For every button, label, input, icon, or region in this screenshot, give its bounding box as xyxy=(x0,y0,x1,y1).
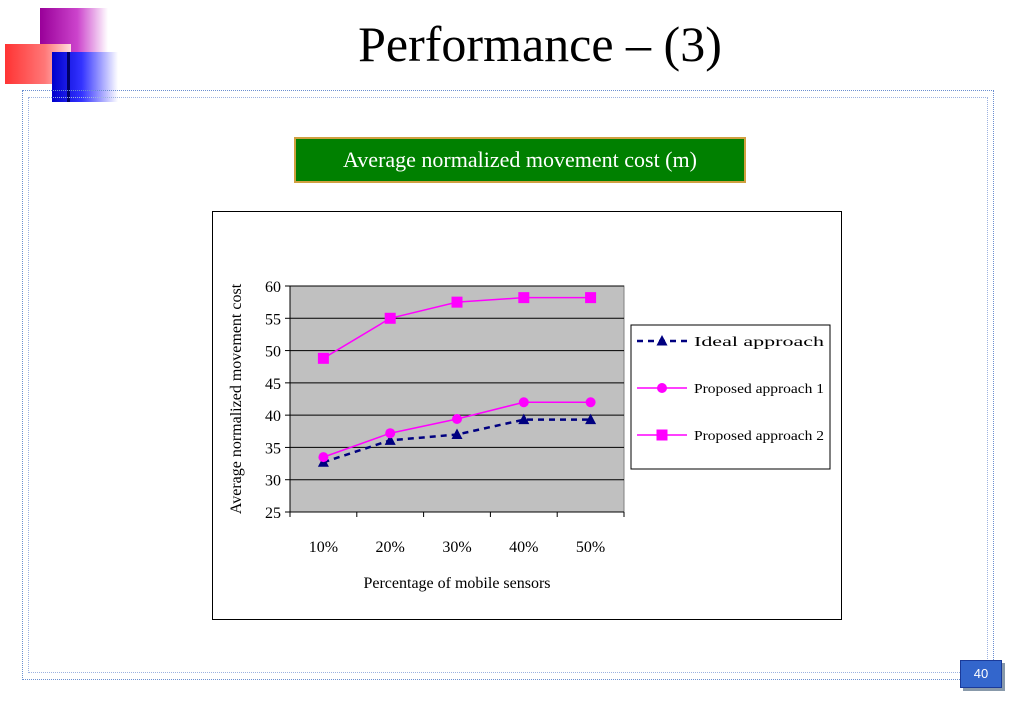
legend-marker-3 xyxy=(656,429,668,441)
legend-marker-2 xyxy=(657,383,667,393)
series-1-point xyxy=(384,434,396,445)
legend-label-2: Proposed approach 1 xyxy=(694,382,824,397)
y-tick-label: 30 xyxy=(265,473,281,490)
slide-title: Performance – (3) xyxy=(358,16,722,72)
series-2-point xyxy=(518,397,529,408)
series-3-point xyxy=(585,292,597,304)
series-3-point xyxy=(317,352,329,364)
x-tick-label: 40% xyxy=(509,539,538,556)
line-chart: 25 30 35 40 45 50 55 60 10% 20% 30% 40% 50% Percentag… xyxy=(228,279,831,592)
series-1-point xyxy=(518,413,530,425)
page-number-badge: 40 xyxy=(960,660,1002,688)
x-tick-label: 20% xyxy=(376,539,405,556)
x-axis-label: Percentage of mobile sensors xyxy=(363,575,550,592)
chart-subtitle: Average normalized movement cost (m) xyxy=(294,137,746,183)
y-tick-label: 25 xyxy=(265,505,281,522)
x-tick-label: 30% xyxy=(442,539,471,556)
series-3-point xyxy=(451,296,463,308)
series-1-point xyxy=(451,428,463,440)
y-tick-label: 40 xyxy=(265,408,281,425)
series-2-point xyxy=(385,428,396,439)
y-tick-label: 45 xyxy=(265,376,281,393)
plot-area xyxy=(289,285,625,513)
x-tick-label: 50% xyxy=(576,539,605,556)
series-3-point xyxy=(518,292,530,304)
series-2-point xyxy=(585,397,596,408)
legend-label-3: Proposed approach 2 xyxy=(694,429,824,444)
y-axis-label: Average normalized movement cost xyxy=(228,283,245,514)
y-tick-label: 50 xyxy=(265,344,281,361)
legend-marker-1 xyxy=(656,335,668,346)
logo-navy-line xyxy=(67,52,70,102)
x-tick-label: 10% xyxy=(309,539,338,556)
legend-label-1: Ideal approach xyxy=(694,335,824,350)
content-frame-outer xyxy=(22,90,994,680)
legend-box xyxy=(630,324,831,470)
series-2-point xyxy=(452,414,462,425)
y-tick-label: 55 xyxy=(265,311,281,328)
chart-frame: 25 30 35 40 45 50 55 60 10% 20% 30% 40% 50% Percentag… xyxy=(212,211,842,620)
content-frame-inner xyxy=(28,97,988,673)
y-tick-label: 60 xyxy=(265,279,281,296)
series-1-point xyxy=(585,413,597,425)
y-tick-label: 35 xyxy=(265,440,281,457)
series-3-point xyxy=(384,312,396,324)
logo-blue-block xyxy=(52,52,118,102)
series-2-point xyxy=(318,452,329,463)
